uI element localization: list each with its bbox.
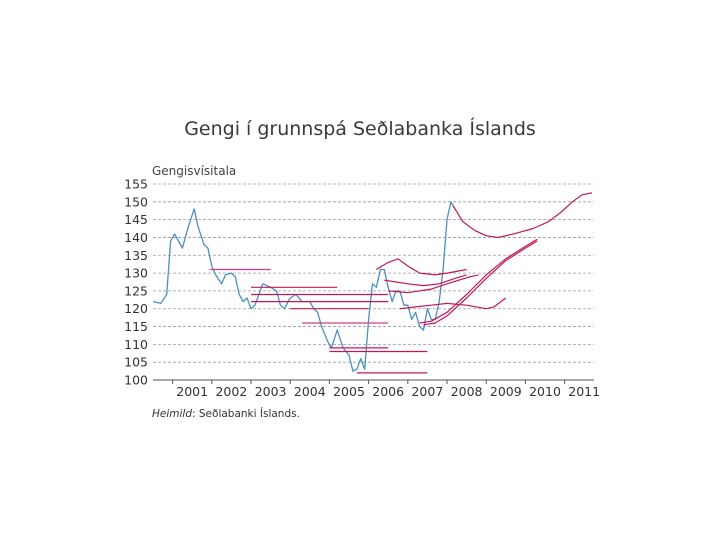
y-axis-label: Gengisvísitala — [152, 164, 236, 178]
x-tick-label: 2005 — [333, 384, 365, 399]
x-tick-label: 2011 — [568, 384, 600, 399]
y-tick-label: 150 — [124, 194, 148, 209]
forecast-line-15 — [423, 240, 538, 326]
forecast-line-12 — [388, 274, 479, 294]
grid-lines — [153, 183, 594, 363]
source-note: Heimild: Seðlabanki Íslands. — [152, 408, 300, 420]
x-tick-label: 2009 — [490, 384, 522, 399]
chart-title: Gengi í grunnspá Seðlabanka Íslands — [184, 118, 536, 140]
forecast-line-13 — [399, 297, 507, 310]
y-tick-label: 140 — [124, 230, 148, 245]
forecast-line-16 — [452, 192, 593, 239]
axes — [153, 379, 594, 384]
x-tick-label: 2010 — [529, 384, 561, 399]
y-tick-label: 125 — [124, 283, 148, 298]
series-lines — [152, 192, 593, 374]
y-tick-label: 115 — [124, 319, 148, 334]
x-tick-label: 2003 — [255, 384, 287, 399]
forecast-line-11 — [384, 274, 467, 287]
source-text: : Seðlabanki Íslands. — [192, 408, 300, 420]
x-tick-labels: 2001 2002 2003 2004 2005 2006 2007 2008 2009 2010… — [176, 384, 600, 399]
x-tick-label: 2008 — [451, 384, 483, 399]
y-tick-labels: 100 105 110 115 120 125 130 135 140 145 150 155 — [124, 177, 148, 388]
y-tick-label: 145 — [124, 212, 148, 227]
x-tick-label: 2001 — [176, 384, 208, 399]
x-tick-label: 2004 — [294, 384, 326, 399]
y-tick-label: 120 — [124, 301, 148, 316]
source-label: Heimild — [152, 408, 193, 420]
y-tick-label: 105 — [124, 355, 148, 370]
y-tick-label: 135 — [124, 248, 148, 263]
forecast-line-10 — [376, 258, 467, 276]
y-tick-label: 110 — [124, 337, 148, 352]
y-tick-label: 130 — [124, 266, 148, 281]
forecast-line-14 — [419, 238, 538, 324]
x-tick-label: 2006 — [372, 384, 404, 399]
actual-exchange-rate-line — [152, 201, 456, 372]
x-tick-label: 2007 — [411, 384, 443, 399]
x-tick-label: 2002 — [215, 384, 247, 399]
y-tick-label: 155 — [124, 177, 148, 192]
y-tick-label: 100 — [124, 373, 148, 388]
